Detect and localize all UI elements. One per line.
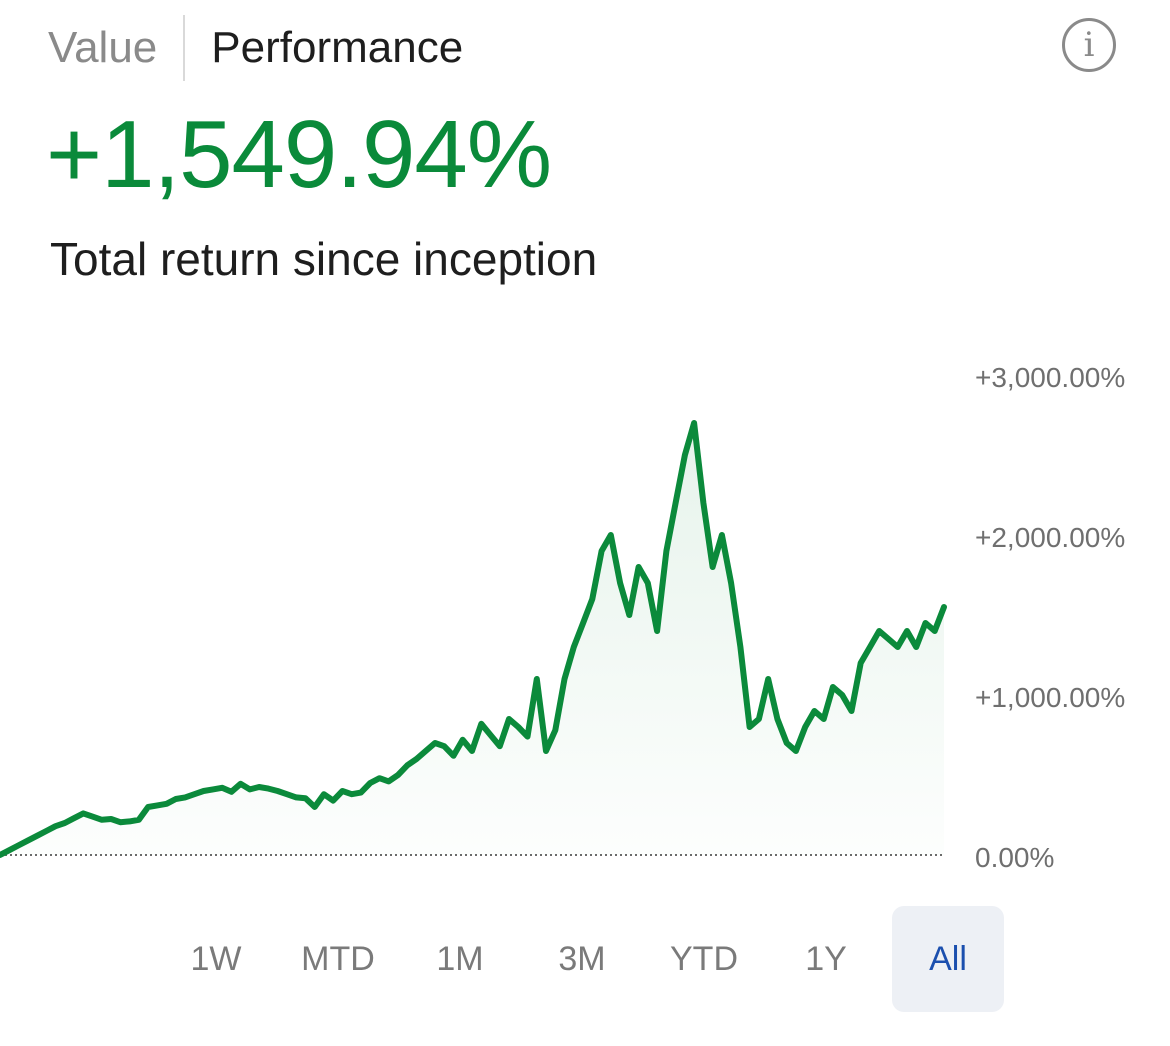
y-tick-label: 0.00% — [975, 842, 1054, 873]
info-icon[interactable]: i — [1062, 18, 1116, 72]
performance-chart: +3,000.00% +2,000.00% +1,000.00% 0.00% — [0, 362, 1125, 873]
tab-bar: Value Performance — [48, 14, 463, 82]
range-button-1w[interactable]: 1W — [190, 939, 242, 978]
range-button-mtd[interactable]: MTD — [301, 939, 375, 978]
tab-value[interactable]: Value — [48, 23, 158, 72]
time-range-selector: 1W MTD 1M 3M YTD 1Y All — [160, 906, 1014, 1012]
range-button-3m[interactable]: 3M — [558, 939, 606, 978]
tab-performance[interactable]: Performance — [211, 23, 464, 72]
info-icon-glyph: i — [1083, 25, 1095, 65]
range-button-1y[interactable]: 1Y — [805, 939, 847, 978]
range-button-ytd[interactable]: YTD — [670, 939, 738, 978]
y-tick-label: +1,000.00% — [975, 682, 1125, 713]
total-return-label: Total return since inception — [50, 233, 598, 285]
total-return-value: +1,549.94% — [46, 101, 552, 208]
performance-area-fill — [0, 423, 944, 855]
performance-line — [0, 420, 947, 858]
tab-divider — [183, 15, 186, 81]
range-button-1m[interactable]: 1M — [436, 939, 484, 978]
y-tick-label: +2,000.00% — [975, 522, 1125, 553]
y-tick-label: +3,000.00% — [975, 362, 1125, 393]
range-button-all[interactable]: All — [892, 906, 1004, 1012]
